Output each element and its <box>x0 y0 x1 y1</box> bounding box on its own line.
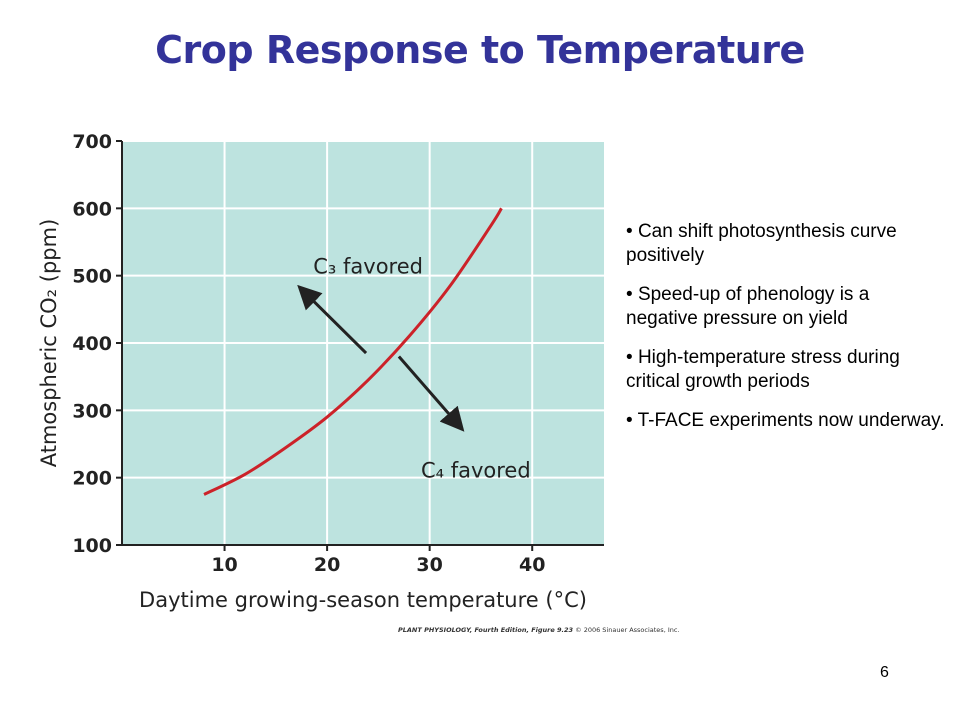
x-tick-label: 10 <box>211 554 237 576</box>
x-tick-label: 40 <box>519 554 545 576</box>
bullet-item: • Can shift photosynthesis curve positiv… <box>626 221 897 266</box>
bullet-list: • Can shift photosynthesis curve positiv… <box>626 220 946 448</box>
credit-copyright: © 2006 Sinauer Associates, Inc. <box>573 626 680 634</box>
annotation-label: C₃ favored <box>313 255 423 279</box>
annotation-arrow <box>397 355 465 432</box>
y-tick-label: 700 <box>72 131 112 153</box>
credit-source: PLANT PHYSIOLOGY, Fourth Edition, Figure… <box>398 626 574 634</box>
y-tick-label: 200 <box>72 468 112 490</box>
y-tick-label: 400 <box>72 333 112 355</box>
x-tick-label: 20 <box>314 554 340 576</box>
bullet-text: T-FACE experiments now underway. <box>637 410 945 431</box>
y-axis-title: Atmospheric CO₂ (ppm) <box>37 219 61 468</box>
figure-credit: PLANT PHYSIOLOGY, Fourth Edition, Figure… <box>398 626 680 634</box>
bullet-text: Speed-up of phenology is a negative pres… <box>626 284 870 329</box>
slide-title: Crop Response to Temperature <box>155 28 805 72</box>
bullet-item: • T-FACE experiments now underway. <box>626 410 945 431</box>
y-tick-label: 300 <box>72 400 112 422</box>
bullet-item: • Speed-up of phenology is a negative pr… <box>626 284 870 329</box>
annotation-label: C₄ favored <box>421 459 531 483</box>
x-tick-label: 30 <box>416 554 442 576</box>
bullet-text: Can shift photosynthesis curve positivel… <box>626 221 897 266</box>
co2-temperature-chart: 100 200 300 400 500 600 700 10 20 30 40 Daytime gro… <box>37 131 604 612</box>
y-tick-label: 100 <box>72 535 112 557</box>
bullet-item: • High-temperature stress during critica… <box>626 347 900 392</box>
bullet-text: High-temperature stress during critical … <box>626 347 900 392</box>
page-number: 6 <box>880 664 889 681</box>
y-tick-label: 600 <box>72 198 112 220</box>
series-line <box>203 207 503 496</box>
y-tick-label: 500 <box>72 266 112 288</box>
x-axis-title: Daytime growing-season temperature (°C) <box>139 588 587 612</box>
annotation-arrow <box>297 284 368 355</box>
